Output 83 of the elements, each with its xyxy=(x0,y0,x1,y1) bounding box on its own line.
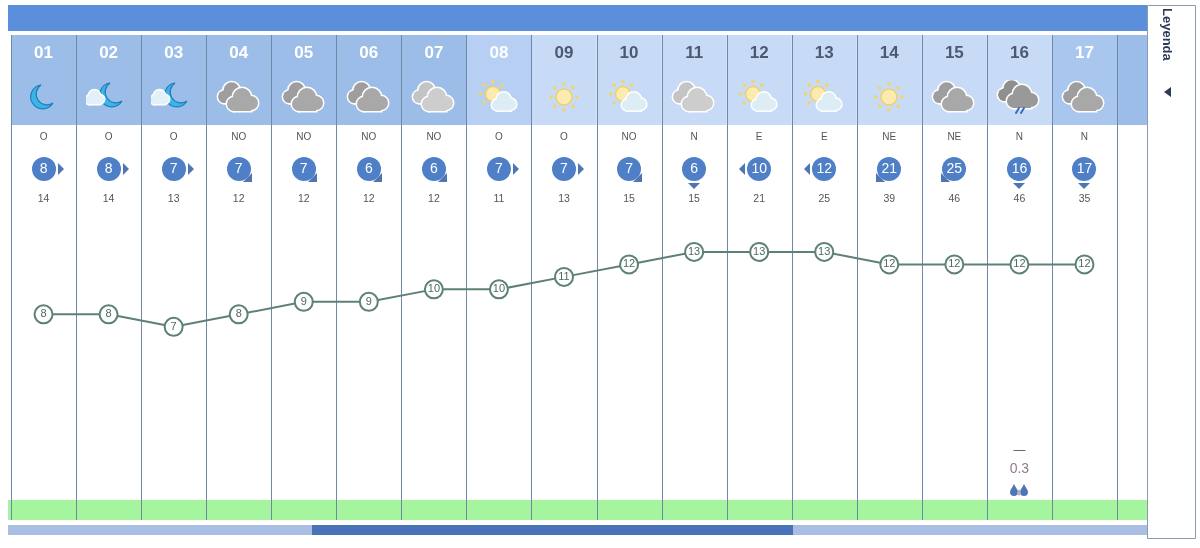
text: 8 xyxy=(39,160,48,177)
data-label: 10 xyxy=(492,282,506,295)
text: E xyxy=(755,130,763,142)
x-tick-label: 12 xyxy=(749,42,769,62)
text: NO xyxy=(296,130,312,142)
text: 7 xyxy=(560,160,569,177)
text: 15 xyxy=(688,191,701,204)
text: 6 xyxy=(429,160,438,177)
x-tick-label: 13 xyxy=(814,42,834,62)
data-label: 12 xyxy=(1078,257,1091,270)
text: N xyxy=(1080,130,1089,142)
text: 6 xyxy=(690,160,699,177)
x-tick-label: 06 xyxy=(359,42,379,62)
text: 7 xyxy=(299,160,308,177)
text: 7 xyxy=(169,160,178,177)
text: 15 xyxy=(623,191,636,204)
x-tick-label: 07 xyxy=(424,42,444,62)
text: O xyxy=(495,130,504,142)
data-label: 12 xyxy=(948,257,961,270)
text: NO xyxy=(426,130,442,142)
text: 46 xyxy=(948,191,961,204)
text: 39 xyxy=(883,191,896,204)
x-tick-label: 04 xyxy=(229,42,249,62)
data-label: 8 xyxy=(40,307,47,320)
text: 11 xyxy=(493,191,505,204)
x-tick-label: 11 xyxy=(685,42,704,62)
text: N xyxy=(690,130,698,142)
text: 6 xyxy=(364,160,373,177)
text: 21 xyxy=(753,191,766,204)
x-tick-label: 03 xyxy=(164,42,184,62)
text: 7 xyxy=(234,160,243,177)
text: 7 xyxy=(625,160,634,177)
x-tick-label: 14 xyxy=(879,42,900,62)
data-label: 8 xyxy=(235,307,242,320)
data-label: 9 xyxy=(365,294,372,307)
text: — xyxy=(1013,443,1026,458)
text: 7 xyxy=(495,160,504,177)
data-label: 10 xyxy=(427,282,441,295)
text: 13 xyxy=(558,191,570,204)
x-tick-label: 15 xyxy=(944,42,964,62)
x-tick-label: 08 xyxy=(489,42,509,62)
text: 14 xyxy=(37,191,50,204)
text: NE xyxy=(947,130,962,142)
text: NO xyxy=(231,130,247,142)
text: 0.3 xyxy=(1009,459,1030,476)
text: 46 xyxy=(1013,191,1026,204)
data-label: 13 xyxy=(753,244,766,257)
x-tick-label: 01 xyxy=(34,42,53,62)
x-tick-label: 17 xyxy=(1075,42,1094,62)
text: 12 xyxy=(297,191,310,204)
text: O xyxy=(560,130,569,142)
text: NO xyxy=(621,130,637,142)
x-tick-label: 09 xyxy=(554,42,574,62)
data-label: 12 xyxy=(1013,257,1026,270)
text: Leyenda xyxy=(1160,8,1175,61)
text: NE xyxy=(882,130,897,142)
x-tick-label: 02 xyxy=(99,42,119,62)
data-label: 9 xyxy=(300,294,307,307)
text: O xyxy=(39,130,48,142)
data-label: 8 xyxy=(105,307,112,320)
text: 13 xyxy=(167,191,180,204)
point xyxy=(163,316,184,337)
text: N xyxy=(1015,130,1024,142)
text: 12 xyxy=(362,191,375,204)
text: 8 xyxy=(104,160,113,177)
data-label: 11 xyxy=(558,269,570,282)
text: 12 xyxy=(428,191,440,204)
text: NO xyxy=(361,130,377,142)
text: 25 xyxy=(818,191,831,204)
x-tick-label: 05 xyxy=(294,42,314,62)
text: 35 xyxy=(1078,191,1091,204)
x-tick-label: 16 xyxy=(1009,42,1029,62)
data-label: 13 xyxy=(818,244,831,257)
text: O xyxy=(169,130,178,142)
data-label: 12 xyxy=(622,257,636,270)
text: 12 xyxy=(232,191,245,204)
data-label: 13 xyxy=(687,244,701,257)
text: E xyxy=(820,130,828,142)
text: O xyxy=(104,130,113,142)
data-label: 7 xyxy=(170,319,177,332)
data-label: 12 xyxy=(883,257,896,270)
x-tick-label: 10 xyxy=(619,42,639,62)
text: 14 xyxy=(102,191,115,204)
